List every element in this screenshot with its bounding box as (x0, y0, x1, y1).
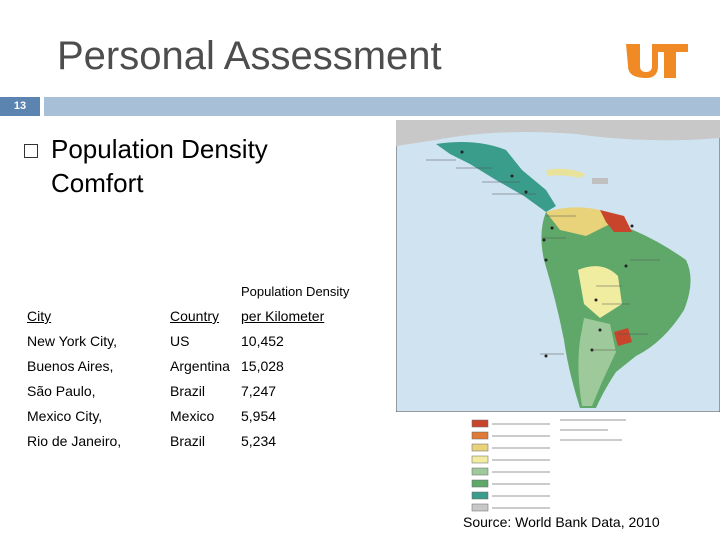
table-header-density: per Kilometer (241, 308, 325, 324)
cell-density: 5,954 (241, 408, 277, 424)
cell-city: Buenos Aires, (27, 358, 114, 374)
cell-country: Brazil (170, 383, 206, 399)
cell-country: US (170, 333, 190, 349)
cell-density: 15,028 (241, 358, 284, 374)
table-header-city: City (27, 308, 52, 324)
cell-city: Rio de Janeiro, (27, 433, 122, 449)
source-caption: Source: World Bank Data, 2010 (463, 514, 660, 530)
slide-number-box: 13 (0, 97, 40, 116)
cell-country: Argentina (170, 358, 230, 374)
cell-city: São Paulo, (27, 383, 96, 399)
header-bar (44, 97, 720, 116)
cell-density: 5,234 (241, 433, 277, 449)
latin-america-map-image (396, 120, 720, 412)
cell-country: Brazil (170, 433, 206, 449)
cell-city: New York City, (27, 333, 117, 349)
cell-country: Mexico (170, 408, 215, 424)
ut-logo (626, 44, 688, 78)
map-legend-image (458, 414, 718, 514)
table-super-header: Population Density (241, 284, 350, 299)
cell-city: Mexico City, (27, 408, 103, 424)
slide-title: Personal Assessment (57, 34, 442, 78)
bullet-square-icon (24, 144, 38, 158)
table-header-country: Country (170, 308, 220, 324)
cell-density: 10,452 (241, 333, 284, 349)
bullet-text: Population Density Comfort (51, 134, 268, 198)
cell-density: 7,247 (241, 383, 277, 399)
